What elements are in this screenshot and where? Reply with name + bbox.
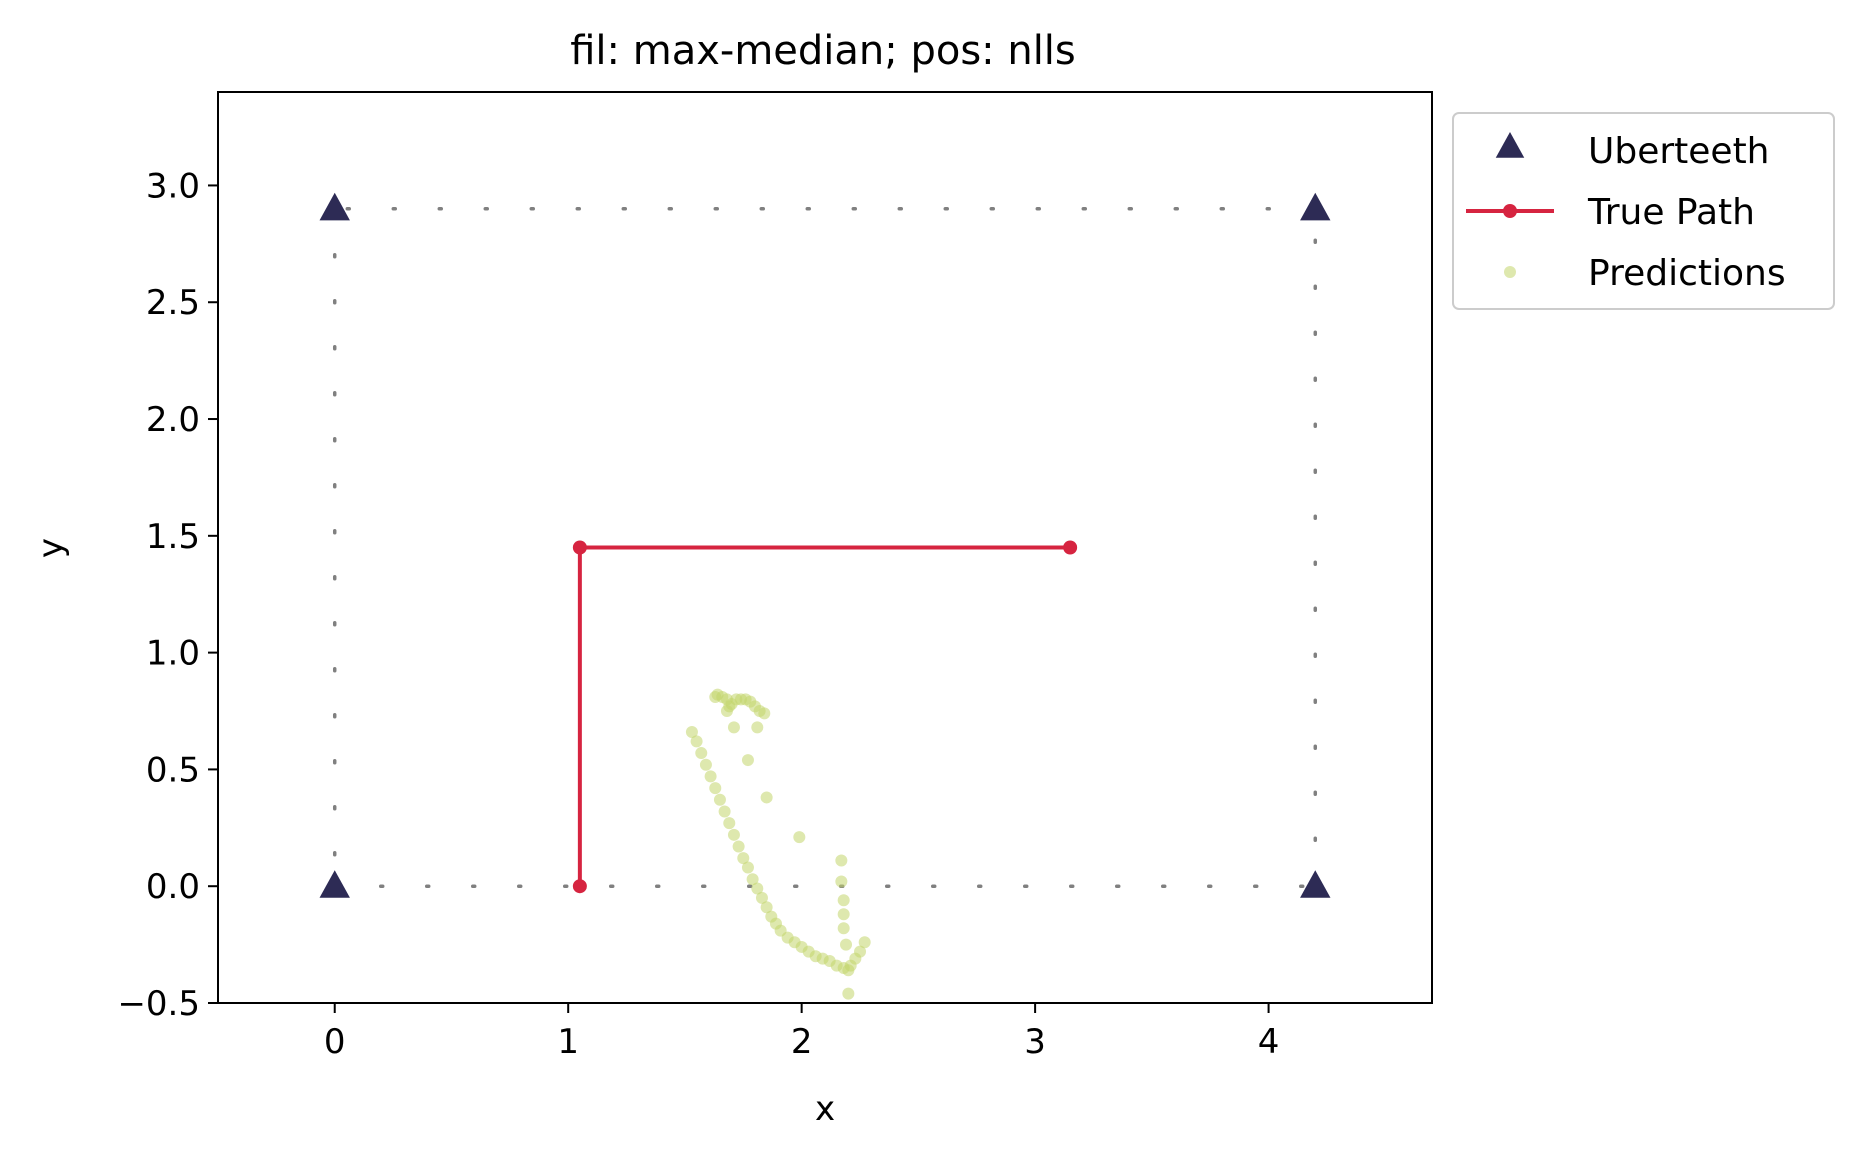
prediction-point [751, 721, 764, 734]
uberteeth-marker [1300, 192, 1331, 221]
prediction-point [760, 791, 773, 804]
prediction-point [854, 945, 867, 958]
y-tick-label: 0.5 [146, 750, 200, 790]
prediction-point [695, 747, 708, 760]
prediction-point [837, 908, 850, 921]
legend-label: True Path [1587, 192, 1755, 233]
uberteeth-marker [319, 192, 350, 221]
legend-marker-true-path [1503, 204, 1517, 218]
prediction-point [690, 735, 703, 748]
prediction-point [760, 901, 773, 914]
y-tick-label: 1.5 [146, 517, 200, 557]
x-tick-label: 1 [557, 1022, 579, 1062]
y-tick-label: 3.0 [146, 166, 200, 206]
legend-marker-uberteeth [1495, 132, 1525, 158]
prediction-point [840, 938, 853, 951]
uberteeth-marker [1300, 870, 1331, 898]
prediction-point [793, 831, 806, 844]
true-path-point [572, 879, 587, 894]
true-path-point [1063, 540, 1078, 555]
true-path-point [572, 540, 587, 555]
y-tick-label: 0.0 [146, 867, 200, 907]
prediction-point [741, 754, 754, 767]
prediction-point [737, 852, 750, 865]
prediction-point [842, 987, 855, 1000]
prediction-point [699, 758, 712, 771]
true-path-line [577, 545, 1071, 887]
prediction-point [858, 936, 871, 949]
prediction-point [837, 894, 850, 907]
y-tick-label: 2.5 [146, 283, 200, 323]
prediction-point [758, 707, 771, 720]
prediction-point [751, 882, 764, 895]
prediction-point [718, 805, 731, 818]
axis-ticks: 0 1 2 3 4 −0.5 0.0 0.5 1.0 1.5 2.0 2.5 3.0 [117, 166, 1279, 1062]
prediction-point [732, 840, 745, 853]
prediction-point [685, 726, 698, 739]
y-tick-label: 2.0 [146, 400, 200, 440]
prediction-point [835, 854, 848, 867]
legend-label: Uberteeth [1588, 131, 1770, 172]
prediction-point [835, 875, 848, 888]
prediction-point [709, 782, 722, 795]
x-tick-label: 0 [324, 1022, 346, 1062]
legend-label: Predictions [1588, 253, 1786, 294]
x-tick-label: 3 [1024, 1022, 1046, 1062]
x-axis-title: x [815, 1089, 835, 1129]
prediction-point [755, 891, 768, 904]
y-tick-label: −0.5 [117, 984, 200, 1024]
plot-frame [217, 91, 1433, 1004]
prediction-point [704, 770, 717, 783]
plot-area [319, 192, 1331, 1000]
prediction-point [727, 828, 740, 841]
legend-marker-predictions [1504, 266, 1516, 278]
y-tick-label: 1.0 [146, 634, 200, 674]
uberteeth-marker [319, 870, 350, 898]
prediction-point [746, 873, 759, 886]
prediction-point [727, 721, 740, 734]
x-tick-label: 4 [1258, 1022, 1280, 1062]
prediction-point [723, 817, 736, 830]
legend-box [1452, 112, 1835, 310]
y-axis-title: y [31, 538, 71, 558]
prediction-point [842, 964, 855, 977]
legend-entries: Uberteeth True Path Predictions [1466, 131, 1786, 294]
prediction-point [713, 793, 726, 806]
chart-title: fil: max-median; pos: nlls [570, 28, 1076, 74]
prediction-point [741, 861, 754, 874]
legend: Uberteeth True Path Predictions [1452, 112, 1835, 310]
prediction-point [837, 922, 850, 935]
x-tick-label: 2 [791, 1022, 813, 1062]
